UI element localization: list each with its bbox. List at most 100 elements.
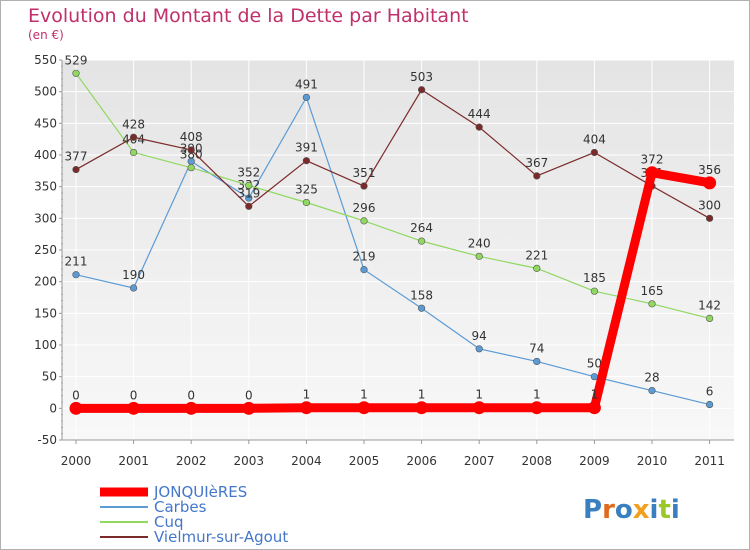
data-point: [245, 181, 253, 189]
y-tick-label: 200: [34, 275, 57, 289]
legend-label: Carbes: [154, 498, 207, 516]
y-tick-label: -50: [37, 433, 57, 447]
data-label: 1: [418, 388, 426, 402]
data-label: 356: [698, 163, 721, 177]
y-tick-label: 250: [34, 243, 57, 257]
data-label: 529: [65, 53, 88, 67]
data-label: 142: [698, 298, 721, 312]
y-tick-label: 50: [42, 370, 57, 384]
data-point: [648, 387, 656, 395]
data-point: [475, 345, 483, 353]
x-tick-label: 2010: [637, 454, 668, 468]
data-point: [703, 176, 717, 190]
chart-subtitle: (en €): [28, 28, 64, 42]
y-tick-label: 400: [34, 148, 57, 162]
data-label: 0: [245, 388, 253, 402]
data-point: [705, 400, 714, 409]
data-point: [187, 164, 195, 172]
data-point: [475, 252, 483, 260]
series-0: 0 0 0 0 1 1 1 1 1 1 372 356: [69, 153, 721, 415]
data-label: 428: [122, 117, 145, 131]
data-point: [127, 401, 141, 415]
data-point: [72, 69, 80, 77]
data-point: [245, 202, 253, 210]
data-point: [69, 401, 83, 415]
data-point: [533, 172, 541, 180]
y-axis: -50 0 50 100 150 200 250 300 350 400 450 500 550: [34, 53, 63, 447]
y-tick-label: 350: [34, 180, 57, 194]
data-label: 1: [533, 388, 541, 402]
data-point: [357, 401, 371, 415]
chart-title: Evolution du Montant de la Dette par Hab…: [28, 5, 469, 27]
watermark-text: Proxiti: [583, 495, 680, 525]
data-point: [475, 123, 483, 131]
data-label: 319: [237, 186, 260, 200]
data-label: 1: [360, 388, 368, 402]
data-point: [533, 264, 541, 272]
data-label: 503: [410, 70, 433, 84]
x-tick-label: 2000: [61, 454, 92, 468]
data-label: 325: [295, 183, 318, 197]
data-label: 74: [529, 341, 544, 355]
data-point: [648, 300, 656, 308]
data-label: 377: [65, 150, 88, 164]
data-point: [72, 165, 80, 174]
x-tick-label: 2009: [579, 454, 610, 468]
data-point: [705, 214, 714, 222]
data-label: 1: [475, 388, 483, 402]
data-label: 28: [644, 371, 659, 385]
data-point: [360, 217, 368, 225]
data-label: 491: [295, 77, 318, 91]
data-point: [705, 314, 714, 323]
data-point: [130, 133, 138, 141]
data-label: 391: [295, 141, 318, 155]
data-point: [299, 401, 313, 415]
data-label: 158: [410, 288, 433, 302]
data-point: [415, 401, 429, 415]
data-label: 296: [353, 201, 376, 215]
y-tick-label: 550: [34, 53, 57, 67]
data-label: 211: [65, 255, 88, 269]
data-label: 1: [591, 388, 599, 402]
data-label: 444: [468, 107, 491, 121]
y-tick-label: 450: [34, 116, 57, 130]
series-line: [71, 168, 715, 413]
data-point: [242, 401, 256, 415]
data-point: [302, 93, 311, 101]
data-point: [590, 287, 599, 295]
proxiti-logo: Proxiti: [583, 495, 680, 525]
data-point: [472, 401, 486, 415]
data-point: [130, 284, 138, 292]
data-point: [360, 266, 368, 274]
data-point: [418, 86, 426, 94]
data-label: 219: [353, 250, 376, 264]
data-label: 221: [525, 248, 548, 262]
series-line: [75, 89, 711, 219]
data-point: [245, 194, 253, 202]
x-tick-label: 2004: [291, 454, 322, 468]
data-point: [530, 401, 544, 415]
y-tick-label: 500: [34, 85, 57, 99]
data-label: 380: [180, 148, 203, 162]
legend-label: Vielmur-sur-Agout: [154, 528, 288, 546]
data-label: 0: [187, 388, 195, 402]
legend-label: Cuq: [154, 513, 184, 531]
x-tick-label: 2007: [464, 454, 495, 468]
data-label: 264: [410, 221, 433, 235]
grid: [62, 59, 734, 441]
data-label: 185: [583, 271, 606, 285]
series-layer: 2111903903324912191589474502865294043803…: [65, 53, 721, 415]
data-label: 240: [468, 236, 491, 250]
series-line: [75, 72, 711, 319]
data-label: 0: [72, 388, 80, 402]
y-tick-label: 150: [34, 306, 57, 320]
series-3: 377428408319391351503444367404351300: [65, 70, 721, 222]
data-point: [587, 401, 601, 415]
x-tick-label: 2011: [694, 454, 725, 468]
data-point: [302, 198, 311, 207]
x-tick-label: 2001: [118, 454, 149, 468]
data-point: [72, 271, 80, 279]
x-tick-label: 2008: [522, 454, 553, 468]
data-label: 50: [587, 357, 602, 371]
